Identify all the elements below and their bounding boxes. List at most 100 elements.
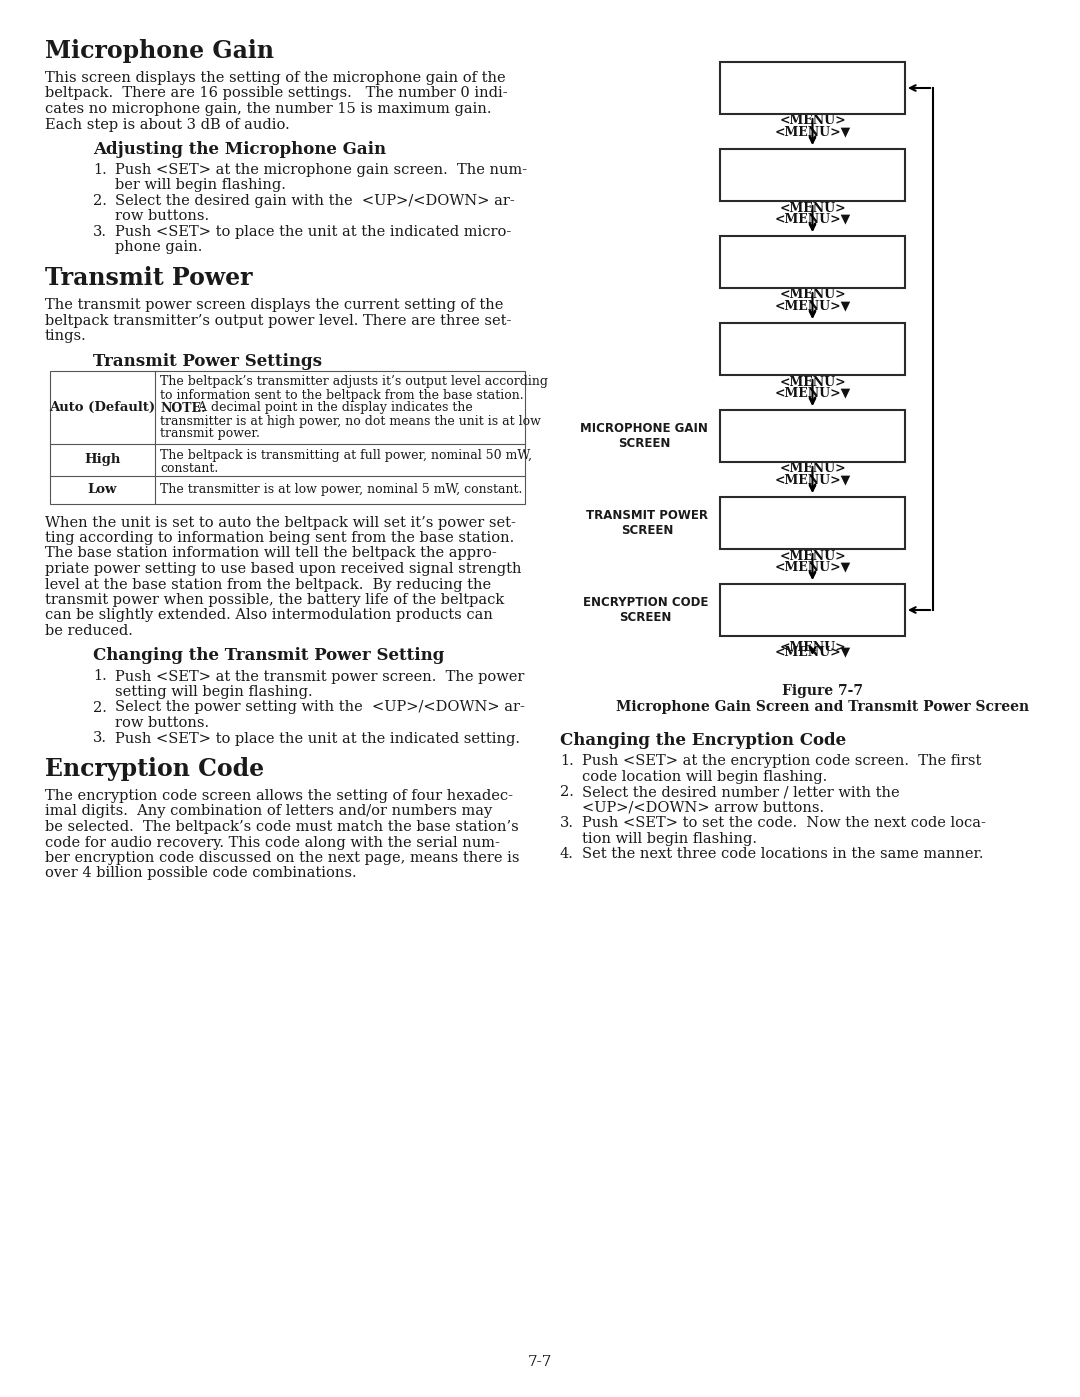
Text: level at the base station from the beltpack.  By reducing the: level at the base station from the beltp…	[45, 577, 491, 591]
Text: TRANSMIT POWER
SCREEN: TRANSMIT POWER SCREEN	[586, 509, 708, 536]
Text: Transmit Power Settings: Transmit Power Settings	[93, 352, 322, 369]
Text: constant.: constant.	[160, 462, 218, 475]
Text: code location will begin flashing.: code location will begin flashing.	[582, 770, 827, 784]
Text: A1: A1	[836, 68, 870, 96]
Text: tion will begin flashing.: tion will begin flashing.	[582, 831, 757, 845]
Text: The transmit power screen displays the current setting of the: The transmit power screen displays the c…	[45, 298, 503, 312]
Text: can be slightly extended. Also intermodulation products can: can be slightly extended. Also intermodu…	[45, 609, 492, 623]
Text: transmitter is at high power, no dot means the unit is at low: transmitter is at high power, no dot mea…	[160, 415, 541, 427]
Text: Select the power setting with the  <UP>/<DOWN> ar-: Select the power setting with the <UP>/<…	[114, 700, 525, 714]
Text: CH: CH	[845, 99, 862, 109]
Bar	[720, 497, 905, 549]
Bar	[50, 370, 525, 503]
Text: Adjusting the Microphone Gain: Adjusting the Microphone Gain	[93, 141, 387, 158]
Text: <UP>/<DOWN> arrow buttons.: <UP>/<DOWN> arrow buttons.	[582, 800, 824, 814]
Text: The encryption code screen allows the setting of four hexadec-: The encryption code screen allows the se…	[45, 789, 513, 803]
Text: Low: Low	[87, 483, 118, 496]
Text: 2.: 2.	[93, 700, 107, 714]
Text: 2.: 2.	[561, 785, 573, 799]
Text: 4.: 4.	[561, 847, 573, 861]
Text: ENCRYPTION CODE
SCREEN: ENCRYPTION CODE SCREEN	[582, 597, 708, 624]
Text: <MENU>: <MENU>	[779, 376, 846, 388]
Text: A decimal point in the display indicates the: A decimal point in the display indicates…	[194, 401, 473, 415]
Text: Push <SET> at the transmit power screen.  The power: Push <SET> at the transmit power screen.…	[114, 669, 525, 683]
Text: NOTE:: NOTE:	[160, 401, 205, 415]
Text: Changing the Transmit Power Setting: Changing the Transmit Power Setting	[93, 647, 444, 665]
Text: High: High	[84, 453, 121, 467]
Text: phone gain.: phone gain.	[114, 240, 202, 254]
Text: Each step is about 3 dB of audio.: Each step is about 3 dB of audio.	[45, 117, 289, 131]
Text: Transmit Power: Transmit Power	[45, 265, 253, 291]
Text: Select the desired number / letter with the: Select the desired number / letter with …	[582, 785, 900, 799]
Text: Push <SET> to set the code.  Now the next code loca-: Push <SET> to set the code. Now the next…	[582, 816, 986, 830]
Text: <MENU>▼: <MENU>▼	[774, 474, 851, 486]
Text: The transmitter is at low power, nominal 5 mW, constant.: The transmitter is at low power, nominal…	[160, 483, 523, 496]
Text: 2.: 2.	[93, 194, 107, 208]
Text: Select the desired gain with the  <UP>/<DOWN> ar-: Select the desired gain with the <UP>/<D…	[114, 194, 515, 208]
Text: setting will begin flashing.: setting will begin flashing.	[114, 685, 312, 698]
Text: Microphone Gain Screen and Transmit Power Screen: Microphone Gain Screen and Transmit Powe…	[616, 700, 1029, 714]
Text: Changing the Encryption Code: Changing the Encryption Code	[561, 732, 846, 749]
Text: transmit power.: transmit power.	[160, 427, 260, 440]
Text: Auto (Default): Auto (Default)	[50, 401, 156, 414]
Text: Push <SET> at the encryption code screen.  The first: Push <SET> at the encryption code screen…	[582, 754, 982, 768]
Text: 3.: 3.	[561, 816, 573, 830]
Text: The beltpack is transmitting at full power, nominal 50 mW,: The beltpack is transmitting at full pow…	[160, 450, 532, 462]
Text: ting according to information being sent from the base station.: ting according to information being sent…	[45, 531, 514, 545]
Text: En00  10: En00 10	[753, 598, 873, 622]
Text: <MENU>: <MENU>	[779, 289, 846, 302]
Text: row buttons.: row buttons.	[114, 717, 210, 731]
Text: <MENU>: <MENU>	[779, 549, 846, 563]
Text: MICROPHONE GAIN
SCREEN: MICROPHONE GAIN SCREEN	[580, 422, 708, 450]
Text: be reduced.: be reduced.	[45, 624, 133, 638]
Text: RX: RX	[806, 242, 820, 251]
Text: <MENU>▼: <MENU>▼	[774, 645, 851, 658]
Text: 3.: 3.	[93, 732, 107, 746]
Text: ber will begin flashing.: ber will begin flashing.	[114, 179, 286, 193]
Text: Figure 7-7: Figure 7-7	[782, 685, 863, 698]
Text: cates no microphone gain, the number 15 is maximum gain.: cates no microphone gain, the number 15 …	[45, 102, 491, 116]
Text: Push <SET> to place the unit at the indicated setting.: Push <SET> to place the unit at the indi…	[114, 732, 519, 746]
Text: Set the next three code locations in the same manner.: Set the next three code locations in the…	[582, 847, 984, 861]
Text: priate power setting to use based upon received signal strength: priate power setting to use based upon r…	[45, 562, 522, 576]
Text: ber encryption code discussed on the next page, means there is: ber encryption code discussed on the nex…	[45, 851, 519, 865]
Text: <MENU>: <MENU>	[779, 201, 846, 215]
Text: <MENU>▼: <MENU>▼	[774, 126, 851, 138]
Text: code for audio recovery. This code along with the serial num-: code for audio recovery. This code along…	[45, 835, 500, 849]
Text: Push <SET> to place the unit at the indicated micro-: Push <SET> to place the unit at the indi…	[114, 225, 511, 239]
Text: Encryption Code: Encryption Code	[45, 757, 265, 781]
Text: 10: 10	[759, 68, 793, 96]
Text: be selected.  The beltpack’s code must match the base station’s: be selected. The beltpack’s code must ma…	[45, 820, 518, 834]
Text: <MENU>: <MENU>	[779, 462, 846, 475]
Text: This screen displays the setting of the microphone gain of the: This screen displays the setting of the …	[45, 71, 505, 85]
Text: 7-7: 7-7	[528, 1355, 552, 1369]
Text: 1.: 1.	[93, 669, 107, 683]
Text: tings.: tings.	[45, 330, 86, 344]
Text: beltpack.  There are 16 possible settings.   The number 0 indi-: beltpack. There are 16 possible settings…	[45, 87, 508, 101]
Bar	[720, 236, 905, 288]
Text: <MENU>: <MENU>	[779, 641, 846, 654]
Text: 1.: 1.	[93, 163, 107, 177]
Text: P  Aut: P Aut	[768, 511, 858, 535]
Text: <MENU>▼: <MENU>▼	[774, 560, 851, 574]
Bar	[720, 149, 905, 201]
Text: imal digits.  Any combination of letters and/or numbers may: imal digits. Any combination of letters …	[45, 805, 492, 819]
Text: The beltpack’s transmitter adjusts it’s output level according: The beltpack’s transmitter adjusts it’s …	[160, 376, 548, 388]
Text: <MENU>▼: <MENU>▼	[774, 212, 851, 225]
Text: Pot  13: Pot 13	[760, 425, 865, 448]
Text: Push <SET> at the microphone gain screen.  The num-: Push <SET> at the microphone gain screen…	[114, 163, 527, 177]
Text: 100 Pct: 100 Pct	[760, 337, 865, 360]
Bar	[720, 409, 905, 462]
Bar	[720, 61, 905, 115]
Text: b 14 200: b 14 200	[753, 254, 873, 278]
Text: 3.: 3.	[93, 225, 107, 239]
Text: to information sent to the beltpack from the base station.: to information sent to the beltpack from…	[160, 388, 524, 401]
Text: row buttons.: row buttons.	[114, 210, 210, 224]
Text: 484 200: 484 200	[760, 168, 865, 191]
Text: <MENU>▼: <MENU>▼	[774, 299, 851, 313]
Text: The base station information will tell the beltpack the appro-: The base station information will tell t…	[45, 546, 497, 560]
Text: 1.: 1.	[561, 754, 573, 768]
Text: TX: TX	[728, 156, 741, 168]
Text: Microphone Gain: Microphone Gain	[45, 39, 274, 63]
Text: beltpack transmitter’s output power level. There are three set-: beltpack transmitter’s output power leve…	[45, 313, 511, 327]
